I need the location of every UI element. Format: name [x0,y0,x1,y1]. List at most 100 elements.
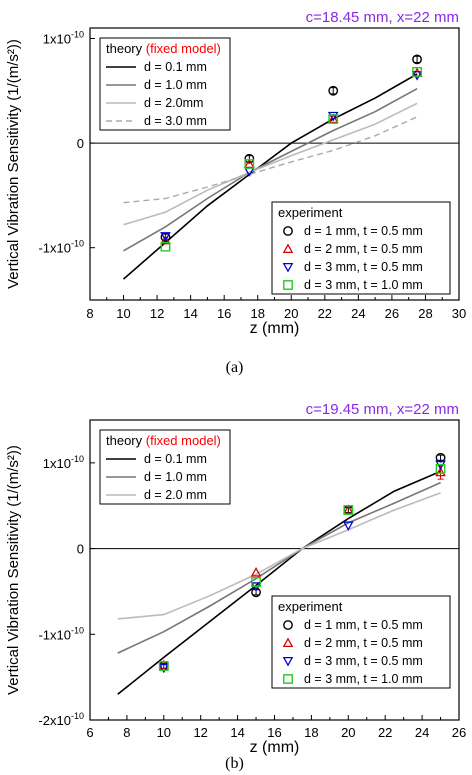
legend-experiment-entry: d = 2 mm, t = 0.5 mm [304,636,423,650]
x-tick-label: 20 [284,306,298,321]
legend-experiment: experiment d = 1 mm, t = 0.5 mm d = 2 mm, … [271,595,451,689]
data-point [160,234,171,245]
data-point [343,505,354,515]
x-axis-label: z (mm) [250,739,300,756]
data-point [327,113,339,124]
y-tick-label: -2x10-10 [38,711,84,728]
x-tick-label: 26 [452,725,466,740]
legend-theory: theory (fixed model) d = 0.1 mm d = 1.0 mm… [99,37,231,131]
x-tick-label: 22 [318,306,332,321]
data-point [251,577,261,587]
x-tick-label: 10 [116,306,130,321]
legend-experiment-entry: d = 3 mm, t = 0.5 mm [304,654,423,668]
corner-title: c=18.45 mm, x=22 mm [306,9,459,26]
legend-experiment-marker [282,243,294,254]
x-tick-label: 20 [341,725,355,740]
x-tick-label: 16 [217,306,231,321]
legend-experiment-entry: d = 1 mm, t = 0.5 mm [304,618,423,632]
panel-label: (a) [226,359,244,376]
legend-experiment-entry: d = 3 mm, t = 1.0 mm [304,672,423,686]
legend-theory-title: theory (fixed model) [106,433,221,448]
x-tick-label: 18 [304,725,318,740]
x-tick-label: 8 [123,725,130,740]
theory-line-1 [122,73,418,280]
y-tick-label: 0 [77,136,84,151]
chart-panel-b: c=19.45 mm, x=22 mm 6 8 10 12 14 16 18 20 22 24 26 1… [5,401,466,772]
legend-theory: theory (fixed model) d = 0.1 mm d = 1.0 mm… [99,429,231,505]
theory-line-3 [117,492,441,620]
x-tick-label: 26 [385,306,399,321]
legend-experiment-title: experiment [278,205,343,220]
experiment-series-4 [160,67,422,252]
data-point [412,54,422,65]
y-tick-label: 0 [77,542,84,557]
data-point [158,663,170,674]
legend-experiment-box [271,595,451,689]
legend-theory-entry: d = 2.0 mm [144,488,207,502]
legend-experiment-entry: d = 3 mm, t = 0.5 mm [304,260,423,274]
legend-experiment-marker [283,620,293,630]
legend-experiment-marker [283,226,293,236]
x-tick-label: 24 [351,306,365,321]
data-point [160,232,171,242]
legend-theory-entry: d = 3.0 mm [144,114,207,128]
x-tick-label: 10 [157,725,171,740]
panel-label: (b) [225,755,244,772]
legend-theory-box [99,37,231,131]
data-point [244,159,255,169]
theory-line-2 [123,87,418,252]
legend-experiment-entry: d = 2 mm, t = 0.5 mm [304,242,423,256]
data-point [251,587,261,598]
theory-line-1 [117,470,441,695]
legend-experiment-marker [283,674,293,684]
theory-line-3 [123,102,418,226]
x-tick-label: 12 [193,725,207,740]
data-point [435,466,446,477]
legend-experiment-marker [282,262,294,273]
data-point [328,85,339,96]
legend-theory-entry: d = 2.0mm [144,96,203,110]
data-point [342,521,354,531]
x-tick-label: 16 [267,725,281,740]
y-tick-label: -1x10-10 [38,625,84,642]
data-point [328,114,339,124]
theory-line-2 [117,481,441,654]
data-point [158,661,169,671]
legend-experiment-marker [282,637,294,648]
data-point [342,504,354,515]
experiment-series-4 [158,463,446,671]
x-tick-label: 8 [86,306,93,321]
x-axis-label: z (mm) [250,320,300,337]
chart-panel-a: c=18.45 mm, x=22 mm 8 10 12 14 16 18 20 22 24 26 28… [5,9,466,376]
data-point [160,241,171,252]
legend-experiment-box [271,201,451,295]
x-tick-label: 24 [415,725,429,740]
y-axis-label: Vertical Vibration Sensitivity (1/(m/s²)… [5,445,22,695]
legend-experiment-marker [282,656,294,667]
x-tick-label: 30 [452,306,466,321]
x-tick-label: 18 [250,306,264,321]
x-tick-label: 28 [418,306,432,321]
legend-experiment: experiment d = 1 mm, t = 0.5 mm d = 2 mm, … [271,201,451,295]
corner-title: c=19.45 mm, x=22 mm [306,401,459,418]
data-point [435,463,446,474]
x-tick-label: 22 [378,725,392,740]
legend-theory-entry: d = 0.1 mm [144,452,207,466]
y-tick-label: 1x10-10 [43,454,84,471]
legend-theory-entry: d = 1.0 mm [144,78,207,92]
legend-theory-entry: d = 0.1 mm [144,60,207,74]
legend-experiment-title: experiment [278,599,343,614]
data-point [250,567,262,577]
y-tick-label: 1x10-10 [43,29,84,46]
legend-theory-entry: d = 1.0 mm [144,470,207,484]
x-tick-label: 6 [86,725,93,740]
x-tick-label: 12 [150,306,164,321]
x-tick-label: 14 [183,306,197,321]
data-point [327,111,339,122]
data-point [412,67,422,77]
legend-experiment-marker [283,280,293,290]
legend-experiment-entry: d = 3 mm, t = 1.0 mm [304,278,423,292]
data-point [435,452,446,463]
y-axis-label: Vertical Vibration Sensitivity (1/(m/s²)… [5,39,22,289]
